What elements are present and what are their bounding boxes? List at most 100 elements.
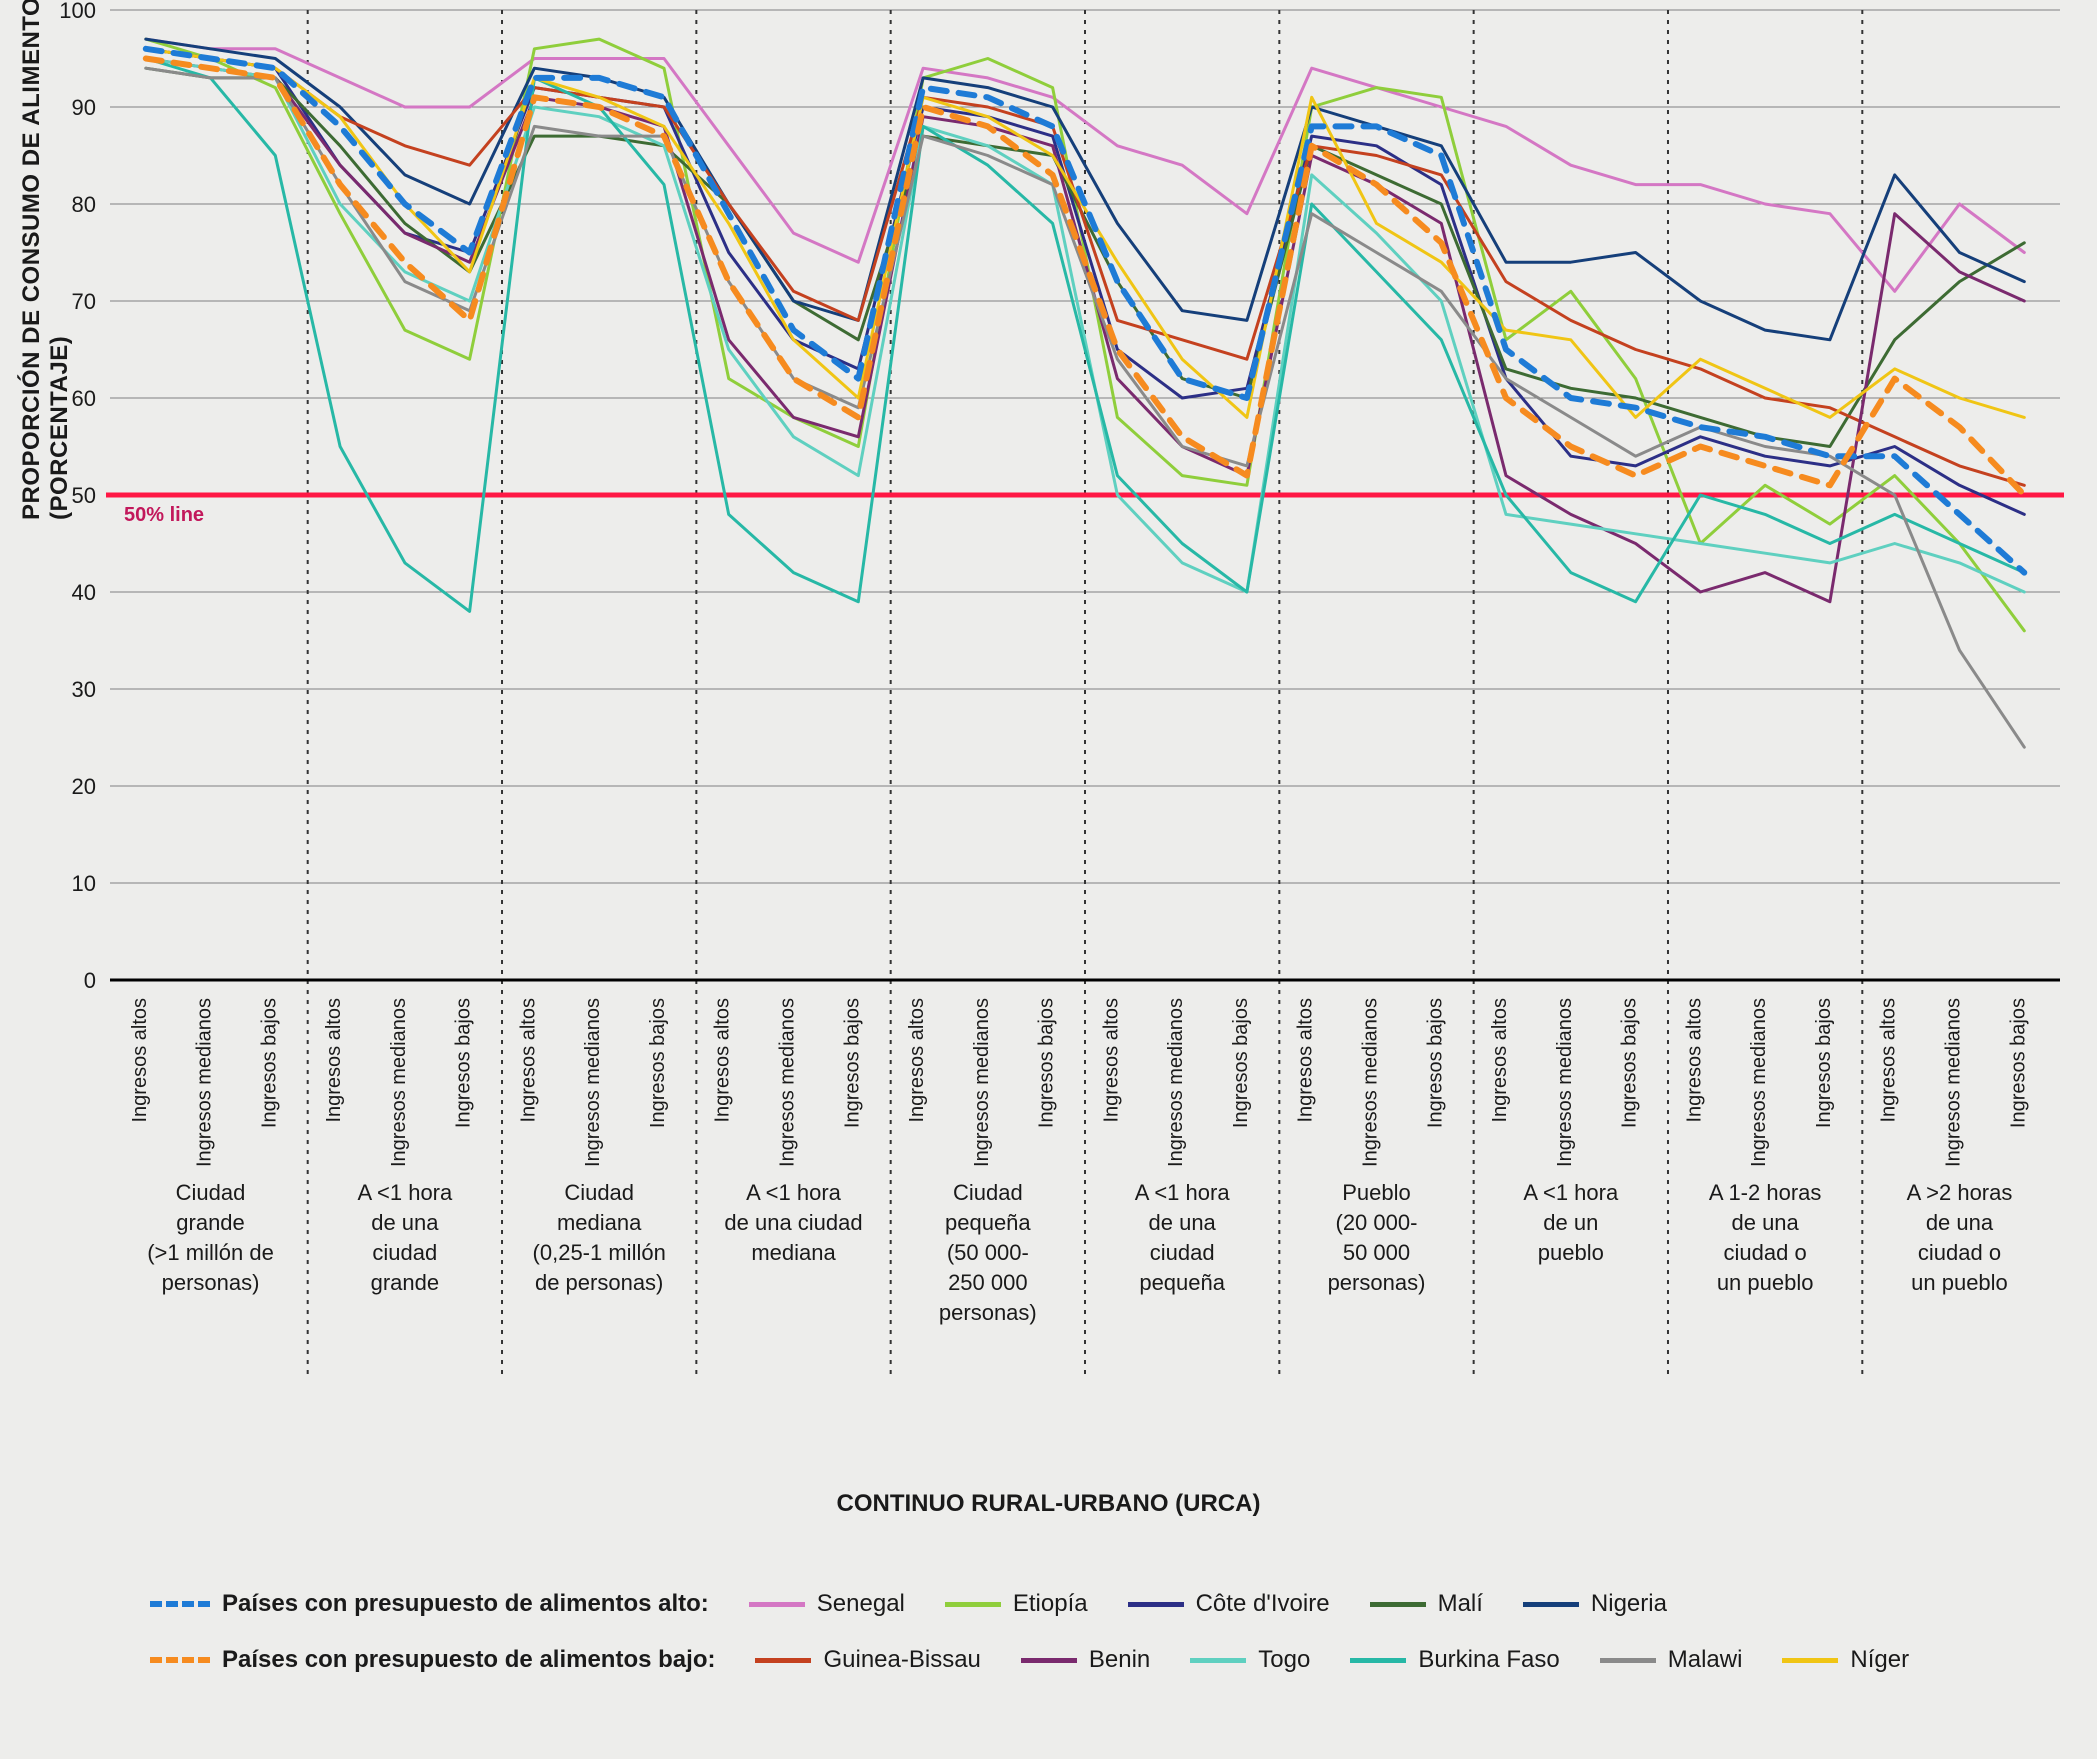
y-tick-label: 60 xyxy=(72,386,96,411)
x-sub-label: Ingresos altos xyxy=(1489,998,1511,1123)
x-group-label: Ciudad xyxy=(953,1180,1023,1205)
x-group-label: ciudad xyxy=(372,1240,437,1265)
chart-container: PROPORCIÓN DE CONSUMO DE ALIMENTOS COMPR… xyxy=(0,0,2097,1759)
x-group-label: pequeña xyxy=(1139,1270,1225,1295)
legend-swatch xyxy=(1350,1658,1406,1663)
x-sub-label: Ingresos bajos xyxy=(2007,998,2029,1128)
y-tick-label: 30 xyxy=(72,677,96,702)
legend-label: Malí xyxy=(1438,1590,1483,1618)
x-group-label: (20 000- xyxy=(1336,1210,1418,1235)
legend-item-guineabissau: Guinea-Bissau xyxy=(755,1646,980,1674)
y-tick-label: 90 xyxy=(72,95,96,120)
x-sub-label: Ingresos medianos xyxy=(777,998,799,1167)
x-group-label: A <1 hora xyxy=(357,1180,453,1205)
x-sub-label: Ingresos altos xyxy=(323,998,345,1123)
x-sub-label: Ingresos bajos xyxy=(258,998,280,1128)
y-axis-title: PROPORCIÓN DE CONSUMO DE ALIMENTOS COMPR… xyxy=(18,0,74,520)
x-sub-label: Ingresos altos xyxy=(906,998,928,1123)
x-sub-label: Ingresos altos xyxy=(517,998,539,1123)
legend-swatch xyxy=(1190,1658,1246,1663)
x-sub-label: Ingresos medianos xyxy=(194,998,216,1167)
chart-plot: 010203040506070809010050% lineIngresos a… xyxy=(0,0,2097,1400)
legend-swatch xyxy=(1128,1602,1184,1607)
x-group-label: mediana xyxy=(751,1240,836,1265)
x-group-label: A >2 horas xyxy=(1907,1180,2013,1205)
legend-item-senegal: Senegal xyxy=(749,1590,905,1618)
legend-item-alto: Países con presupuesto de alimentos alto… xyxy=(150,1590,709,1618)
x-sub-label: Ingresos altos xyxy=(712,998,734,1123)
x-group-label: de una xyxy=(371,1210,439,1235)
x-sub-label: Ingresos altos xyxy=(129,998,151,1123)
y-tick-label: 10 xyxy=(72,871,96,896)
legend: Países con presupuesto de alimentos alto… xyxy=(150,1590,2057,1702)
x-sub-label: Ingresos bajos xyxy=(1230,998,1252,1128)
reference-line-label: 50% line xyxy=(124,504,204,526)
x-group-label: grande xyxy=(371,1270,440,1295)
legend-item-nigeria: Nigeria xyxy=(1523,1590,1667,1618)
x-group-label: Pueblo xyxy=(1342,1180,1411,1205)
legend-item-mali: Malí xyxy=(1370,1590,1483,1618)
x-sub-label: Ingresos bajos xyxy=(1619,998,1641,1128)
legend-item-burkinafaso: Burkina Faso xyxy=(1350,1646,1559,1674)
legend-swatch xyxy=(1523,1602,1579,1607)
legend-swatch xyxy=(1021,1658,1077,1663)
x-group-label: A <1 hora xyxy=(1523,1180,1619,1205)
legend-label: Níger xyxy=(1850,1646,1909,1674)
legend-swatch xyxy=(150,1657,210,1663)
y-axis-title-line2: (PORCENTAJE) xyxy=(46,336,73,520)
x-group-label: mediana xyxy=(557,1210,642,1235)
x-group-label: (0,25-1 millón xyxy=(533,1240,666,1265)
x-sub-label: Ingresos medianos xyxy=(971,998,993,1167)
legend-swatch xyxy=(755,1658,811,1663)
x-group-label: de una xyxy=(1731,1210,1799,1235)
y-axis-title-line1: PROPORCIÓN DE CONSUMO DE ALIMENTOS COMPR… xyxy=(18,0,45,520)
x-group-label: de una xyxy=(1926,1210,1994,1235)
x-group-label: ciudad xyxy=(1150,1240,1215,1265)
y-tick-label: 20 xyxy=(72,774,96,799)
legend-label: Países con presupuesto de alimentos alto… xyxy=(222,1590,709,1618)
legend-swatch xyxy=(749,1602,805,1607)
x-sub-label: Ingresos medianos xyxy=(1554,998,1576,1167)
legend-item-benin: Benin xyxy=(1021,1646,1150,1674)
x-group-label: A <1 hora xyxy=(1135,1180,1231,1205)
x-sub-label: Ingresos medianos xyxy=(582,998,604,1167)
x-sub-label: Ingresos altos xyxy=(1295,998,1317,1123)
x-sub-label: Ingresos bajos xyxy=(1813,998,1835,1128)
x-sub-label: Ingresos bajos xyxy=(841,998,863,1128)
x-group-label: 50 000 xyxy=(1343,1240,1410,1265)
x-sub-label: Ingresos altos xyxy=(1100,998,1122,1123)
legend-swatch xyxy=(1370,1602,1426,1607)
y-tick-label: 40 xyxy=(72,580,96,605)
legend-item-etiopia: Etiopía xyxy=(945,1590,1088,1618)
x-group-label: de personas) xyxy=(535,1270,663,1295)
x-sub-label: Ingresos bajos xyxy=(1424,998,1446,1128)
legend-label: Nigeria xyxy=(1591,1590,1667,1618)
legend-label: Côte d'Ivoire xyxy=(1196,1590,1330,1618)
x-group-label: (>1 millón de xyxy=(147,1240,274,1265)
legend-label: Malawi xyxy=(1668,1646,1743,1674)
x-sub-label: Ingresos altos xyxy=(1878,998,1900,1123)
legend-label: Senegal xyxy=(817,1590,905,1618)
x-sub-label: Ingresos altos xyxy=(1683,998,1705,1123)
x-group-label: un pueblo xyxy=(1911,1270,2008,1295)
x-group-label: un pueblo xyxy=(1717,1270,1814,1295)
x-group-label: de una ciudad xyxy=(724,1210,862,1235)
legend-item-togo: Togo xyxy=(1190,1646,1310,1674)
x-sub-label: Ingresos bajos xyxy=(453,998,475,1128)
x-group-label: pequeña xyxy=(945,1210,1031,1235)
x-sub-label: Ingresos bajos xyxy=(647,998,669,1128)
x-group-label: personas) xyxy=(162,1270,260,1295)
legend-label: Benin xyxy=(1089,1646,1150,1674)
x-group-label: pueblo xyxy=(1538,1240,1604,1265)
legend-swatch xyxy=(945,1602,1001,1607)
x-sub-label: Ingresos medianos xyxy=(1942,998,1964,1167)
x-group-label: personas) xyxy=(1328,1270,1426,1295)
legend-label: Burkina Faso xyxy=(1418,1646,1559,1674)
x-group-label: Ciudad xyxy=(564,1180,634,1205)
x-group-label: Ciudad xyxy=(176,1180,246,1205)
x-group-label: ciudad o xyxy=(1724,1240,1807,1265)
legend-row-high: Países con presupuesto de alimentos alto… xyxy=(150,1590,2057,1618)
legend-label: Guinea-Bissau xyxy=(823,1646,980,1674)
x-group-label: grande xyxy=(176,1210,245,1235)
legend-label: Togo xyxy=(1258,1646,1310,1674)
